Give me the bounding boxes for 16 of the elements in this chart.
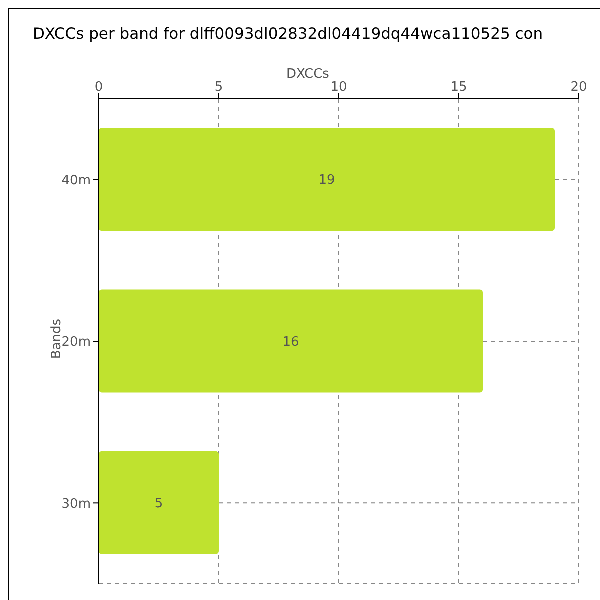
x-tick-label: 10 xyxy=(330,80,348,95)
bar xyxy=(99,290,483,393)
x-tick-label: 20 xyxy=(570,80,588,95)
bar xyxy=(99,451,219,554)
chart-title: DXCCs per band for dlff0093dl02832dl04419dq44wca110525 con xyxy=(33,25,544,43)
data-label: 19 xyxy=(318,173,336,188)
y-tick-label: 40m xyxy=(62,173,91,188)
x-tick-label: 15 xyxy=(450,80,468,95)
data-label: 5 xyxy=(154,496,164,512)
y-tick-label: 20m xyxy=(62,335,91,350)
data-label: 16 xyxy=(282,334,300,350)
y-tick-label: 30m xyxy=(62,496,91,512)
x-tick-label: 0 xyxy=(94,80,104,95)
bar xyxy=(99,128,555,232)
x-tick-label: 5 xyxy=(214,80,224,95)
x-axis-title: DXCCs xyxy=(286,67,330,82)
